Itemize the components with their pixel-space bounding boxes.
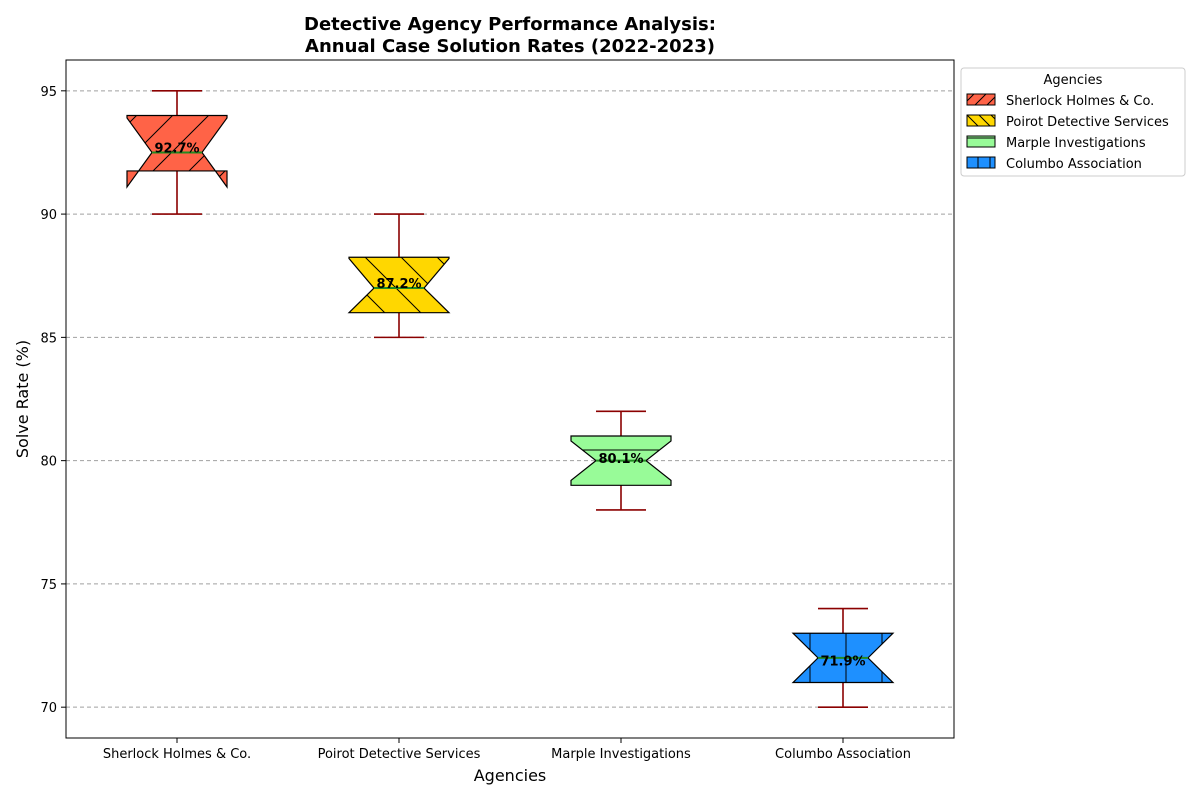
boxes-group: 92.7% 87.2% 80.1% 71.9% [127, 91, 893, 707]
y-tick-label: 70 [40, 701, 57, 716]
legend-entry-label: Poirot Detective Services [1006, 115, 1169, 130]
legend-entry-label: Columbo Association [1006, 157, 1142, 172]
mean-label: 80.1% [598, 452, 643, 467]
legend-swatch [967, 115, 995, 126]
legend: Agencies Sherlock Holmes & Co. Poirot Det… [961, 68, 1185, 176]
x-tick-label: Columbo Association [775, 747, 911, 762]
mean-label: 71.9% [820, 654, 865, 669]
legend-entry-label: Marple Investigations [1006, 136, 1146, 151]
legend-swatch [967, 94, 995, 105]
y-tick-label: 80 [40, 455, 57, 470]
legend-swatch [967, 157, 995, 168]
x-axis-label: Agencies [474, 766, 547, 785]
x-tick-label: Sherlock Holmes & Co. [103, 747, 251, 762]
y-axis: 70 75 80 85 90 95 [40, 85, 66, 716]
y-tick-label: 85 [40, 331, 57, 346]
legend-swatch [967, 136, 995, 147]
chart-title-line1: Detective Agency Performance Analysis: [304, 14, 716, 35]
box-1: 92.7% [127, 91, 227, 214]
y-gridlines [66, 91, 954, 707]
legend-title: Agencies [1044, 73, 1103, 88]
x-tick-label: Poirot Detective Services [318, 747, 481, 762]
x-axis: Sherlock Holmes & Co. Poirot Detective Se… [103, 738, 911, 762]
chart-title-line2: Annual Case Solution Rates (2022-2023) [305, 36, 715, 57]
box-4: 71.9% [793, 609, 893, 708]
y-tick-label: 95 [40, 85, 57, 100]
y-tick-label: 75 [40, 578, 57, 593]
mean-label: 92.7% [154, 142, 199, 157]
mean-label: 87.2% [376, 277, 421, 292]
y-tick-label: 90 [40, 208, 57, 223]
box-2: 87.2% [349, 214, 449, 337]
legend-entry-label: Sherlock Holmes & Co. [1006, 94, 1154, 109]
y-axis-label: Solve Rate (%) [13, 340, 32, 458]
x-tick-label: Marple Investigations [551, 747, 691, 762]
